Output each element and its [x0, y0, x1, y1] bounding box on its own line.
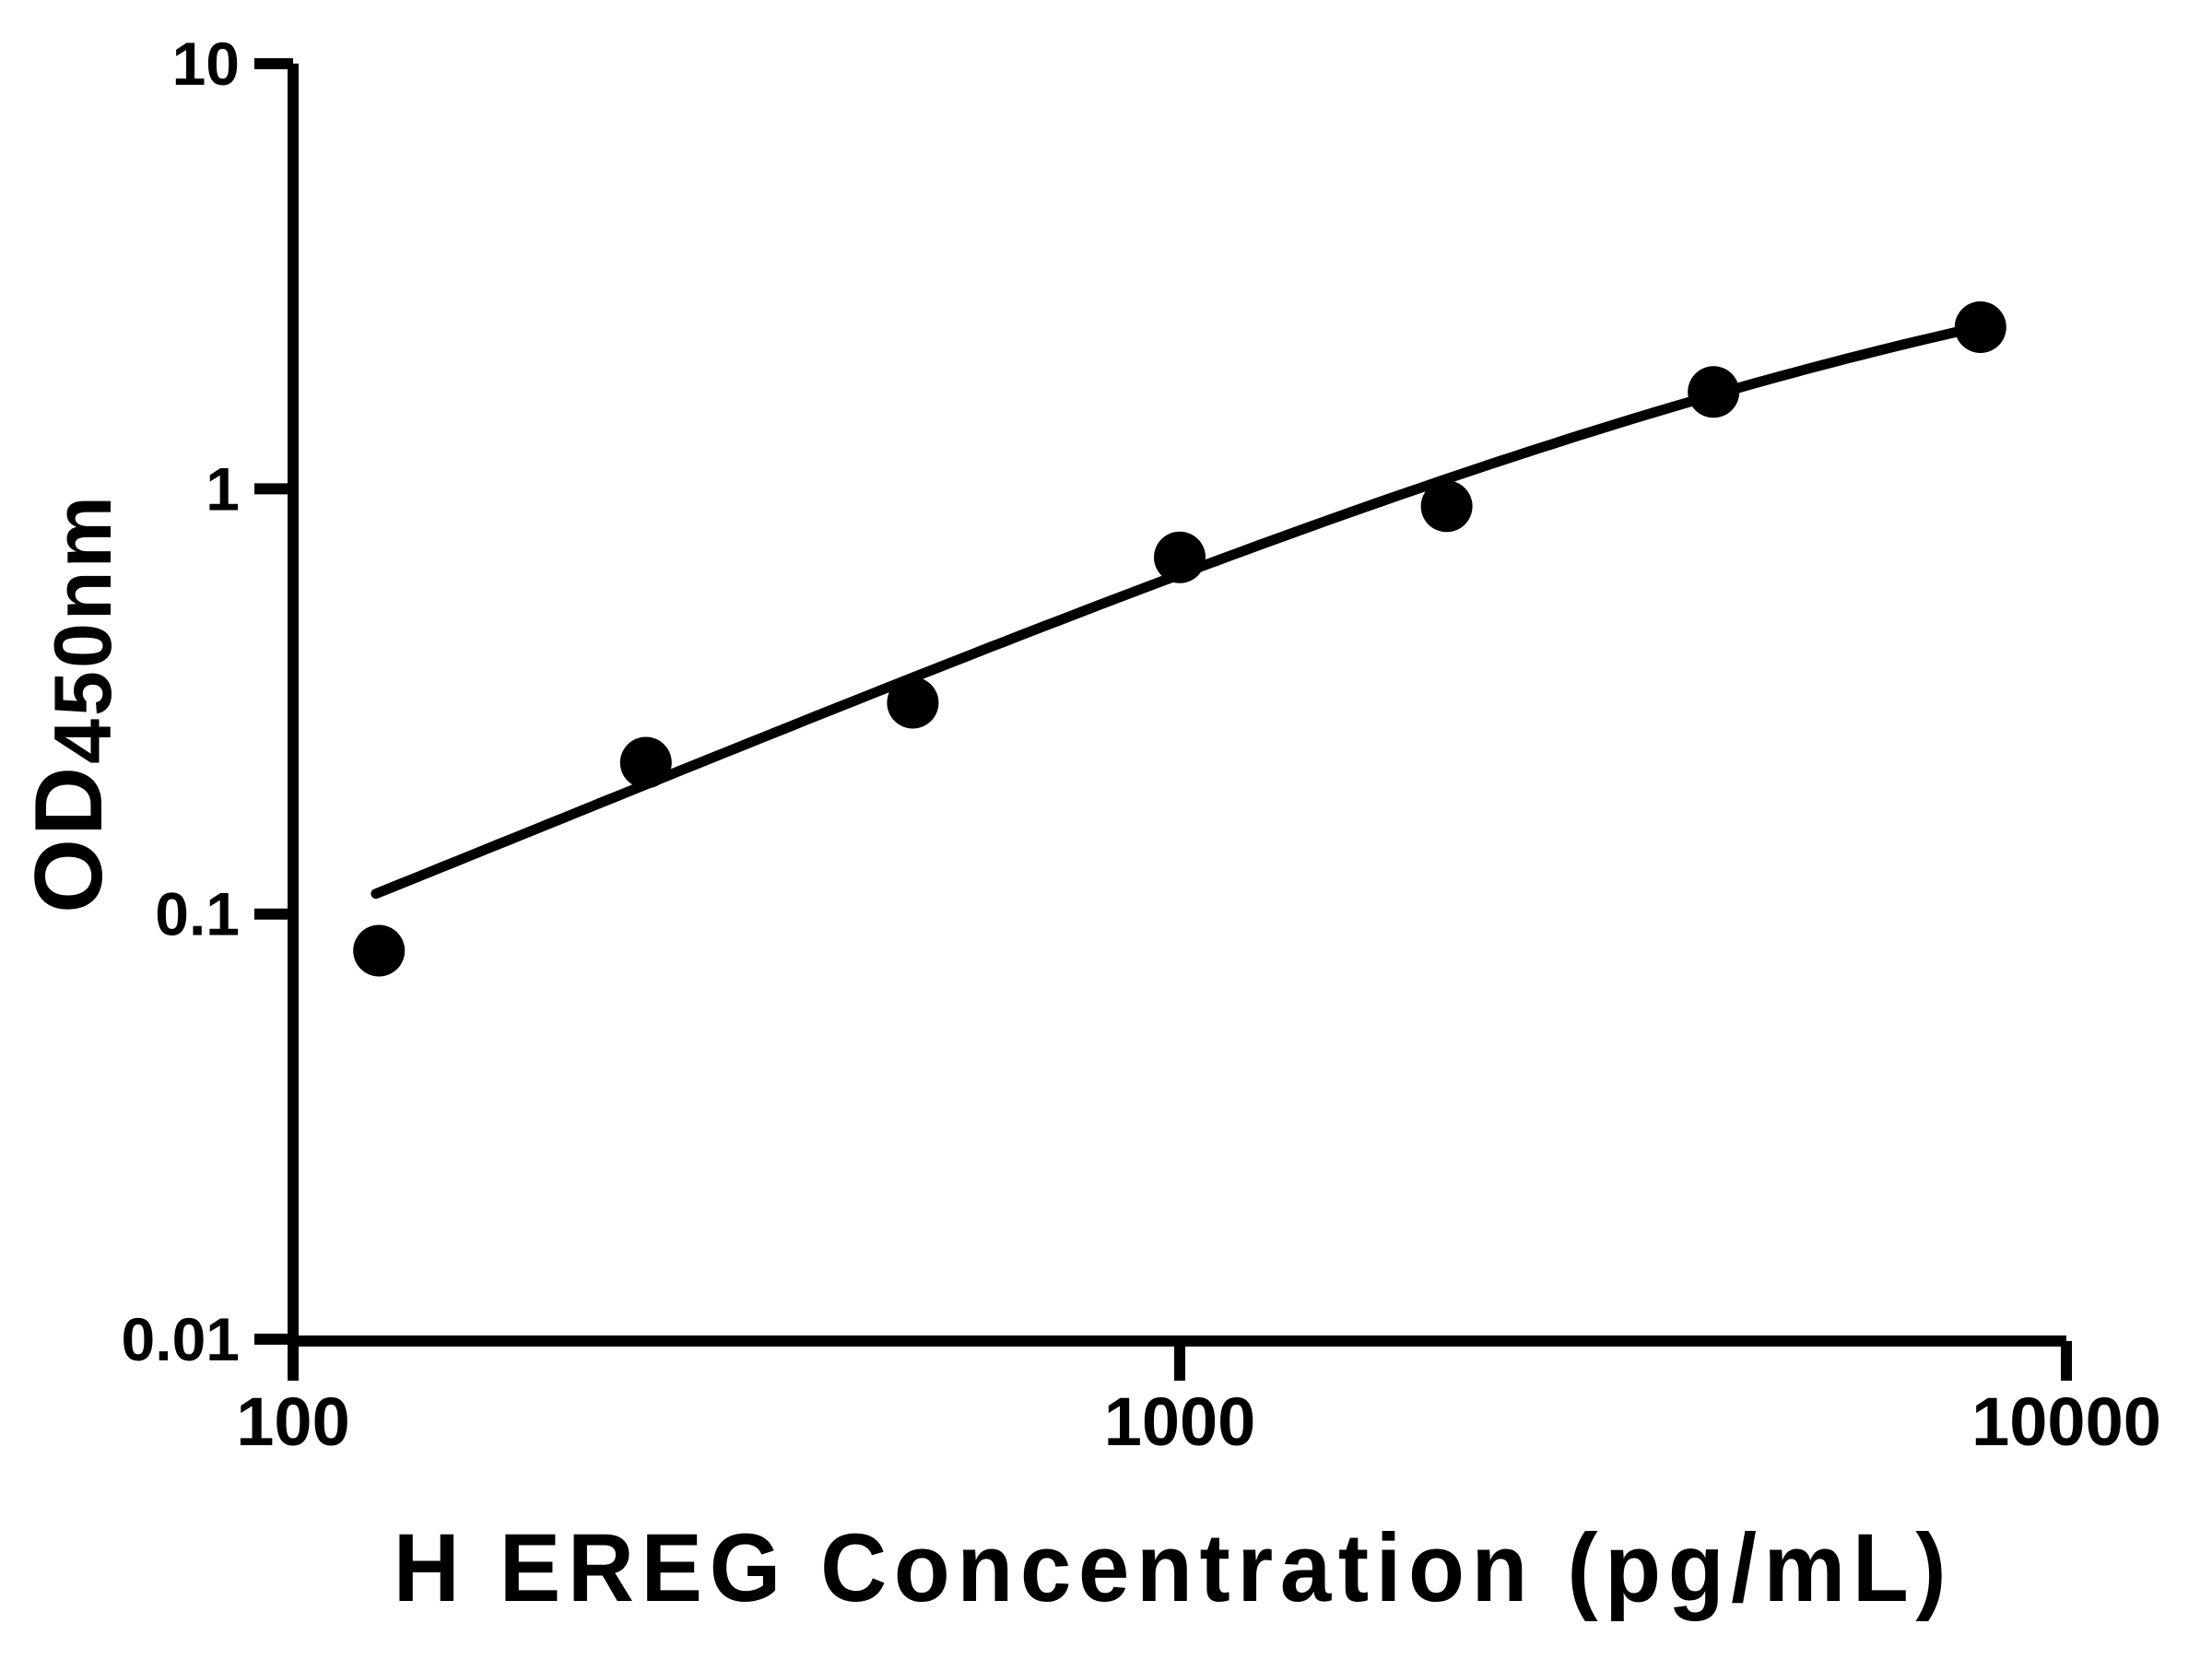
x-tick-label: 100: [236, 1383, 349, 1460]
x-tick-label: 10000: [1971, 1383, 2161, 1460]
data-point: [1420, 480, 1473, 533]
x-axis-title: H EREG Concentration (pg/mL): [393, 1514, 1954, 1622]
standard-fit-curve: [371, 321, 1986, 900]
data-point: [1688, 366, 1740, 418]
data-point: [1154, 531, 1206, 583]
y-axis-title-main: OD: [16, 763, 123, 913]
y-tick-label: 0.1: [155, 880, 240, 948]
x-tick-label: 1000: [1104, 1383, 1256, 1460]
y-axis-title-subscript: 450nm: [37, 493, 128, 764]
data-point: [619, 736, 672, 789]
y-tick-label: 10: [172, 29, 240, 98]
y-tick-label: 0.01: [122, 1305, 240, 1373]
data-point: [353, 924, 406, 977]
y-axis-title: OD 450nm: [16, 491, 132, 915]
y-tick-label: 1: [206, 454, 240, 523]
data-point: [887, 677, 939, 729]
data-point: [1954, 301, 2006, 353]
